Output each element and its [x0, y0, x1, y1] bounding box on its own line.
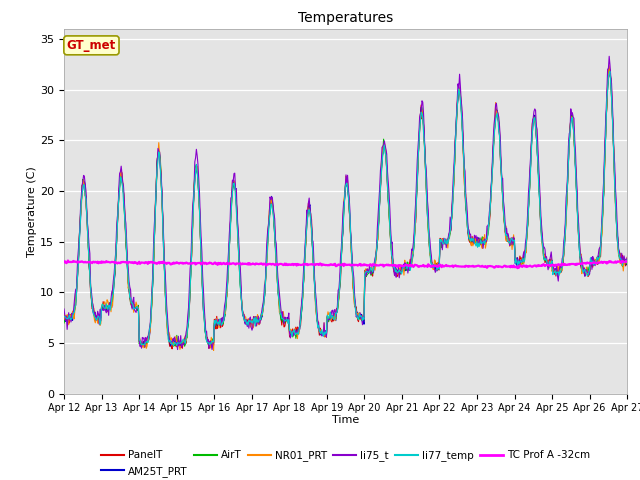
Legend: PanelT, AM25T_PRT, AirT, NR01_PRT, li75_t, li77_temp, TC Prof A -32cm: PanelT, AM25T_PRT, AirT, NR01_PRT, li75_… [97, 446, 595, 480]
Text: GT_met: GT_met [67, 39, 116, 52]
X-axis label: Time: Time [332, 415, 359, 425]
Title: Temperatures: Temperatures [298, 11, 393, 25]
Y-axis label: Temperature (C): Temperature (C) [28, 166, 37, 257]
